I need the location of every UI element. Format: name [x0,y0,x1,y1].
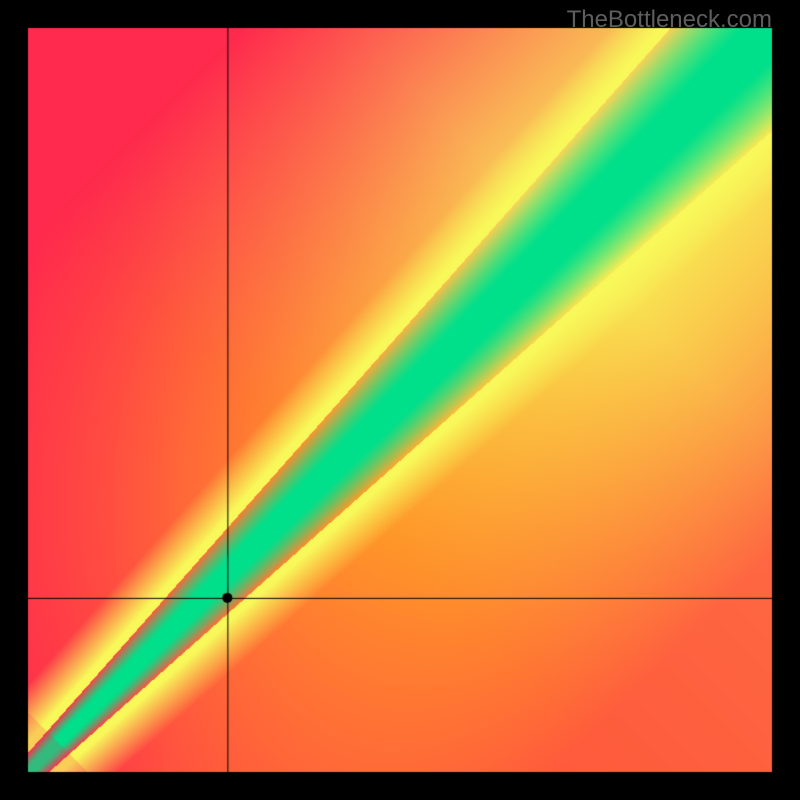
bottleneck-heatmap [0,0,800,800]
watermark-text: TheBottleneck.com [567,6,772,34]
chart-container: TheBottleneck.com [0,0,800,800]
